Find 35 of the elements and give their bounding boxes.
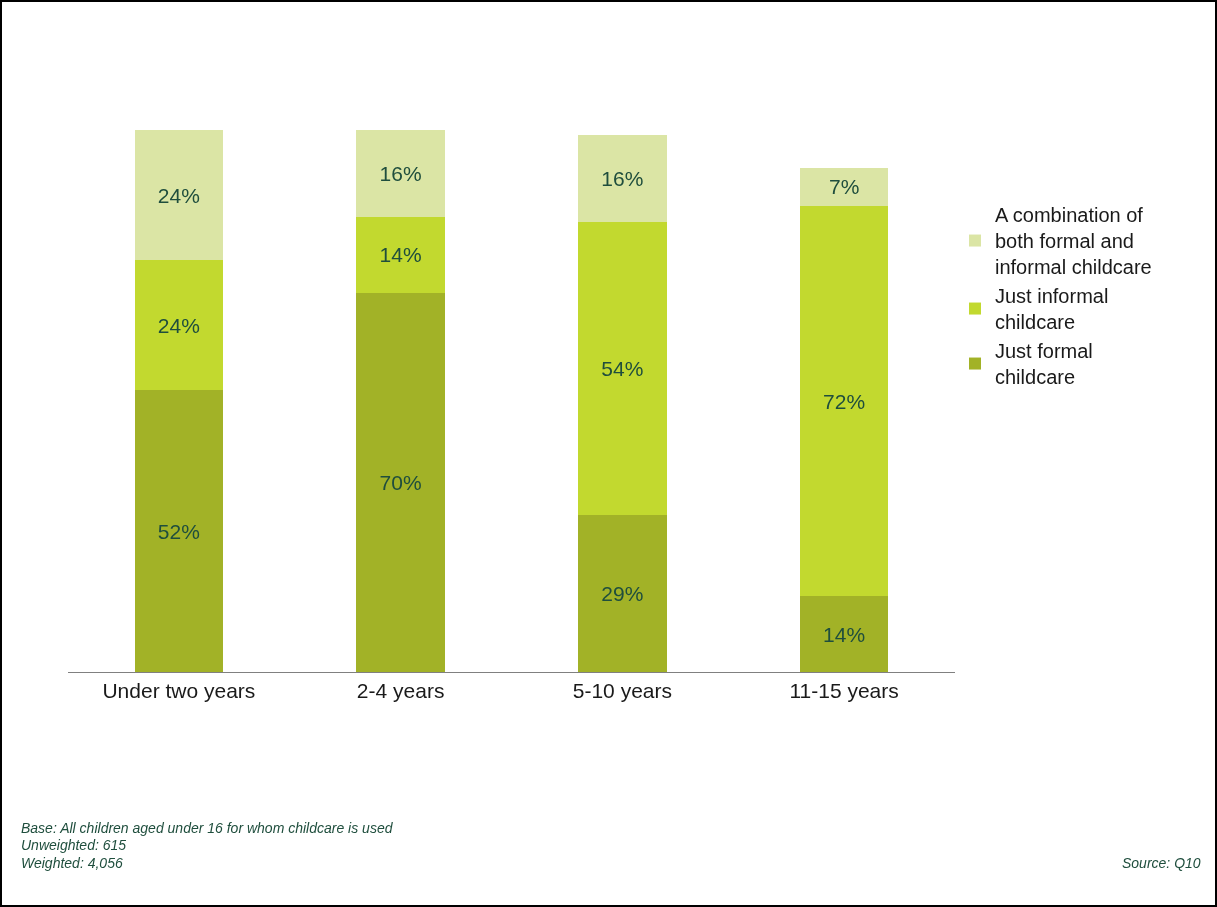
data-label: 72% <box>823 389 866 413</box>
data-label: 7% <box>828 175 860 199</box>
bar <box>578 135 667 223</box>
bar <box>799 167 889 206</box>
text: Base: All children aged under 16 for whom childcare is used <box>21 820 394 836</box>
bar <box>799 596 889 672</box>
data-label: 16% <box>379 161 422 185</box>
data-label: 14% <box>823 622 866 646</box>
bar <box>578 514 667 672</box>
bar <box>356 216 445 293</box>
data-label: 29% <box>601 581 644 605</box>
text: Unweighted: 615 <box>21 837 127 853</box>
data-label: 70% <box>379 470 422 494</box>
bar <box>799 205 889 597</box>
bar <box>356 130 445 217</box>
x-tick-label: 5-10 years <box>572 679 672 703</box>
source-note: Source: Q10 <box>1122 855 1201 871</box>
data-label: 24% <box>157 313 200 337</box>
data-label: 52% <box>157 519 200 543</box>
data-label: 54% <box>601 356 644 380</box>
x-tick-label: Under two years <box>102 679 256 703</box>
data-label: 14% <box>379 243 422 267</box>
x-tick-label: 11-15 years <box>789 679 899 703</box>
bar <box>134 130 224 261</box>
legend-label: A combination of both formal and informal childcare <box>995 204 1152 279</box>
x-tick-label: 2-4 years <box>356 679 445 703</box>
data-label: 24% <box>157 183 200 207</box>
legend-label: Just formal childcare <box>995 340 1093 389</box>
text: Weighted: 4,056 <box>21 855 123 871</box>
legend-label: Just informal childcare <box>995 285 1109 334</box>
bar <box>134 260 224 391</box>
data-label: 16% <box>601 167 644 191</box>
bar <box>578 222 667 515</box>
bar <box>356 292 445 672</box>
bar <box>134 390 224 672</box>
